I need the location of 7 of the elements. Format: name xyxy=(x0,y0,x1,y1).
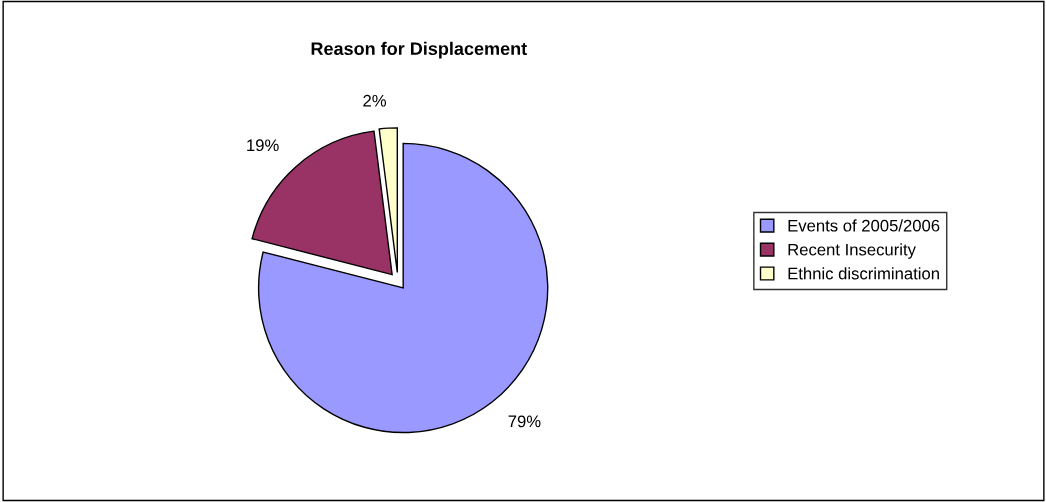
data-label: 79% xyxy=(508,415,541,428)
legend-label: Ethnic discrimination xyxy=(788,267,939,280)
chart-title: Reason for Displacement xyxy=(311,41,527,59)
legend-label: Recent Insecurity xyxy=(788,243,916,259)
data-label: 2% xyxy=(363,94,387,107)
data-label: 19% xyxy=(247,139,279,152)
legend-label: Events of 2005/2006 xyxy=(788,219,940,232)
